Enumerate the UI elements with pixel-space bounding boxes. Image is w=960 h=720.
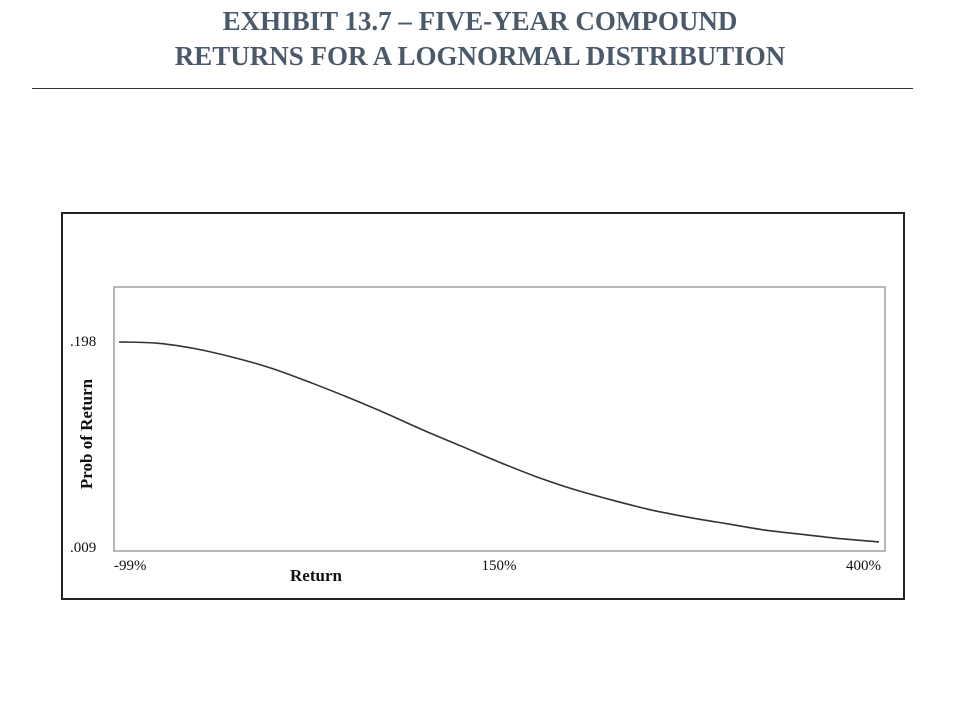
x-tick-label-left: -99% (114, 558, 147, 574)
slide-title-line-1: EXHIBIT 13.7 – FIVE-YEAR COMPOUND (222, 6, 738, 36)
x-tick-label-right: 400% (846, 558, 881, 574)
x-axis-label: Return (290, 566, 342, 585)
slide-title-line-2: RETURNS FOR A LOGNORMAL DISTRIBUTION (174, 41, 786, 71)
series-line (118, 341, 880, 543)
plot-area (113, 286, 886, 552)
x-tick-label-middle: 150% (482, 558, 517, 574)
chart-frame (61, 212, 905, 600)
slide-title: EXHIBIT 13.7 – FIVE-YEAR COMPOUND RETURN… (0, 4, 960, 74)
y-tick-label-top: .198 (70, 334, 96, 350)
y-axis-label: Prob of Return (77, 378, 96, 489)
title-divider (32, 88, 913, 89)
y-tick-label-bottom: .009 (70, 540, 96, 556)
